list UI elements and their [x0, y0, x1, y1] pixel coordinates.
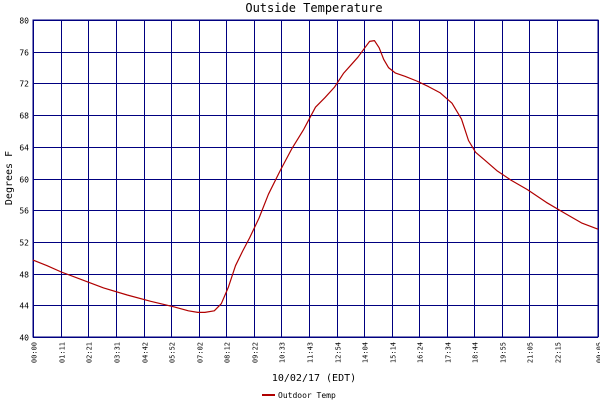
x-tick-label: 09:22	[252, 342, 260, 363]
y-tick-label: 68	[19, 112, 29, 121]
y-tick-label: 72	[19, 80, 29, 89]
x-tick-label: 08:12	[224, 342, 232, 363]
x-tick-label: 07:02	[197, 342, 205, 363]
x-tick-label: 04:42	[142, 342, 150, 363]
x-tick-label: 17:34	[445, 342, 453, 363]
x-axis-label: 10/02/17 (EDT)	[272, 373, 356, 384]
y-tick-label: 64	[19, 144, 29, 153]
x-tick-label: 10:33	[279, 342, 287, 363]
x-tick-label: 12:54	[335, 342, 343, 363]
x-tick-label: 00:05	[596, 342, 600, 363]
y-tick-label: 76	[19, 49, 29, 58]
x-tick-label: 01:11	[59, 342, 67, 363]
x-tick-label: 14:04	[362, 342, 370, 363]
y-tick-label: 40	[19, 334, 29, 343]
x-axis-ticks: 00:00 01:11 02:21 03:31 04:42 05:52 07:02 08:12…	[31, 342, 600, 363]
y-tick-label: 52	[19, 239, 29, 248]
y-axis-label: Degrees F	[4, 151, 15, 205]
plot-grid	[32, 19, 599, 338]
x-tick-label: 03:31	[114, 342, 122, 363]
y-tick-label: 56	[19, 207, 29, 216]
plot-border	[32, 19, 599, 338]
x-tick-label: 05:52	[169, 342, 177, 363]
y-tick-label: 44	[19, 302, 29, 311]
y-tick-label: 60	[19, 176, 29, 185]
y-tick-label: 80	[19, 17, 29, 26]
y-tick-label: 48	[19, 271, 29, 280]
x-tick-label: 19:55	[500, 342, 508, 363]
x-tick-label: 22:15	[555, 342, 563, 363]
x-tick-label: 15:14	[390, 342, 398, 363]
x-tick-label: 00:00	[31, 342, 39, 363]
x-tick-label: 02:21	[86, 342, 94, 363]
y-axis-ticks: 40 44 48 52 56 60 64 68 72 76 80	[19, 17, 29, 343]
series-line-outdoor-temp	[32, 39, 599, 313]
x-tick-label: 21:05	[527, 342, 535, 363]
x-tick-label: 18:44	[472, 342, 480, 363]
chart-title: Outside Temperature	[245, 1, 382, 15]
x-tick-label: 16:24	[417, 342, 425, 363]
series-layer	[32, 39, 599, 313]
x-tick-label: 11:43	[307, 342, 315, 363]
legend: Outdoor Temp	[262, 391, 336, 400]
legend-label: Outdoor Temp	[278, 391, 336, 400]
